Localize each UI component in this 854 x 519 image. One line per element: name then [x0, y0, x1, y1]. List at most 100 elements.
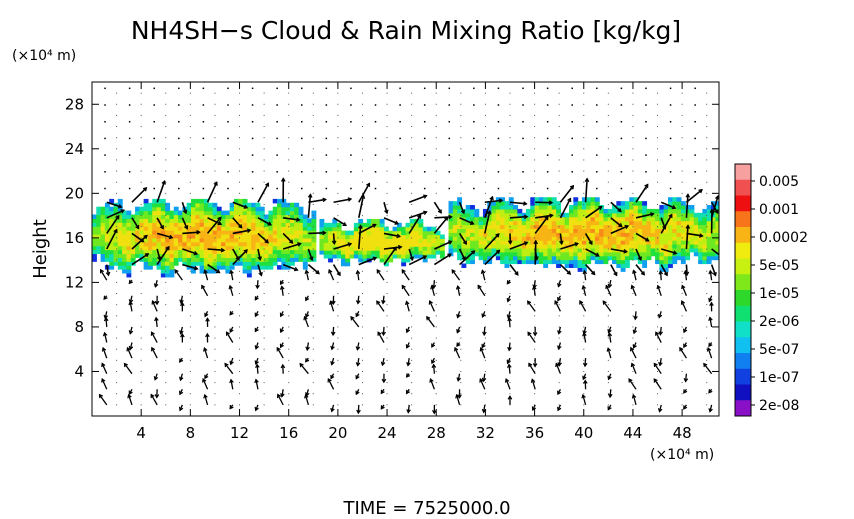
cloud-cell — [345, 257, 351, 263]
cloud-cell — [538, 220, 544, 226]
grid-dot — [607, 137, 609, 139]
cloud-cell — [465, 228, 471, 233]
cloud-cell — [470, 228, 475, 233]
wind-vector-calm — [645, 154, 647, 156]
cloud-cell — [663, 208, 669, 214]
cloud-cell — [221, 253, 226, 258]
grid-dot — [165, 148, 167, 150]
wind-vector-head — [279, 328, 285, 334]
cloud-cell — [564, 236, 570, 241]
wind-vector-head — [201, 284, 206, 289]
cloud-cell — [190, 269, 196, 274]
cloud-cell — [642, 205, 648, 210]
cloud-cell — [388, 242, 394, 247]
cloud-cell — [96, 245, 102, 251]
cloud-cell — [212, 261, 218, 266]
wind-vector-head — [229, 378, 234, 384]
cloud-cell — [186, 202, 192, 208]
cloud-cell — [491, 220, 497, 226]
cloud-cell — [452, 220, 458, 226]
cloud-cell — [517, 236, 523, 241]
cloud-cell — [199, 230, 205, 235]
cloud-cell — [693, 220, 699, 226]
cloud-cell — [307, 257, 313, 262]
grid-dot — [706, 270, 708, 272]
cloud-cell — [500, 243, 506, 249]
wind-vector — [527, 300, 536, 312]
cloud-cell — [543, 232, 549, 237]
cloud-cell — [298, 257, 304, 262]
grid-dot — [534, 181, 536, 183]
grid-dot — [411, 92, 413, 94]
wind-vector-calm — [178, 120, 180, 123]
cloud-cell — [173, 206, 179, 212]
cloud-cell — [689, 228, 695, 233]
grid-dot — [607, 281, 609, 283]
grid-dot — [706, 92, 708, 94]
cloud-cell — [379, 218, 385, 224]
grid-dot — [337, 114, 339, 116]
cloud-cell — [702, 236, 708, 241]
cloud-cell — [500, 228, 506, 233]
cloud-cell — [525, 228, 531, 233]
cloud-cell — [590, 232, 596, 237]
cloud-cell — [457, 236, 463, 241]
cloud-cell — [178, 226, 183, 231]
wind-vector-head — [583, 379, 588, 384]
wind-vector-calm — [423, 104, 426, 106]
cloud-cell — [277, 210, 282, 216]
cloud-cell — [603, 251, 609, 257]
wind-vector-head — [347, 197, 353, 202]
grid-dot — [583, 326, 585, 328]
wind-vector-head — [279, 343, 284, 349]
cloud-cell — [409, 222, 415, 228]
cloud-cell — [212, 214, 218, 219]
grid-dot — [239, 103, 241, 105]
cloud-cell — [178, 218, 183, 223]
cloud-cell — [521, 216, 527, 222]
wind-vector — [554, 300, 561, 312]
cloud-cell — [612, 232, 617, 237]
grid-dot — [632, 159, 634, 161]
cloud-cell — [663, 243, 669, 249]
wind-vector-head — [243, 204, 249, 209]
cloud-cell — [659, 232, 665, 237]
cloud-cell — [508, 216, 514, 222]
cloud-cell — [646, 228, 652, 233]
cloud-cell — [525, 240, 531, 245]
grid-dot — [214, 159, 216, 161]
grid-dot — [657, 170, 659, 172]
cloud-cell — [457, 255, 463, 261]
cloud-cell — [676, 212, 682, 218]
cloud-cell — [268, 214, 274, 219]
cloud-cell — [663, 251, 669, 257]
grid-dot — [583, 148, 585, 150]
cloud-cell — [629, 201, 635, 206]
cloud-cell — [277, 257, 282, 262]
cloud-cell — [221, 257, 226, 262]
cloud-cell — [302, 253, 308, 258]
wind-vector — [709, 317, 713, 328]
cloud-cell — [624, 243, 630, 249]
cloud-cell — [495, 220, 501, 226]
grid-dot — [607, 237, 609, 239]
wind-vector-calm — [251, 87, 254, 90]
cloud-cell — [229, 206, 235, 212]
wind-vector — [229, 285, 234, 296]
cloud-cell — [122, 233, 128, 239]
cloud-cell — [655, 255, 660, 261]
cloud-cell — [711, 216, 716, 222]
wind-vector-head — [672, 250, 678, 255]
cloud-cell — [482, 236, 488, 241]
wind-vector-calm — [694, 120, 696, 123]
wind-vector-calm — [522, 104, 524, 106]
grid-dot — [435, 348, 437, 350]
cloud-cell — [650, 228, 656, 233]
wind-vector-head — [117, 204, 123, 209]
cloud-cell — [96, 230, 102, 235]
cloud-cell — [487, 259, 493, 265]
cloud-cell — [405, 230, 411, 236]
cloud-cell — [113, 210, 119, 216]
wind-vector-head — [376, 300, 381, 305]
cloud-cell — [212, 257, 218, 262]
